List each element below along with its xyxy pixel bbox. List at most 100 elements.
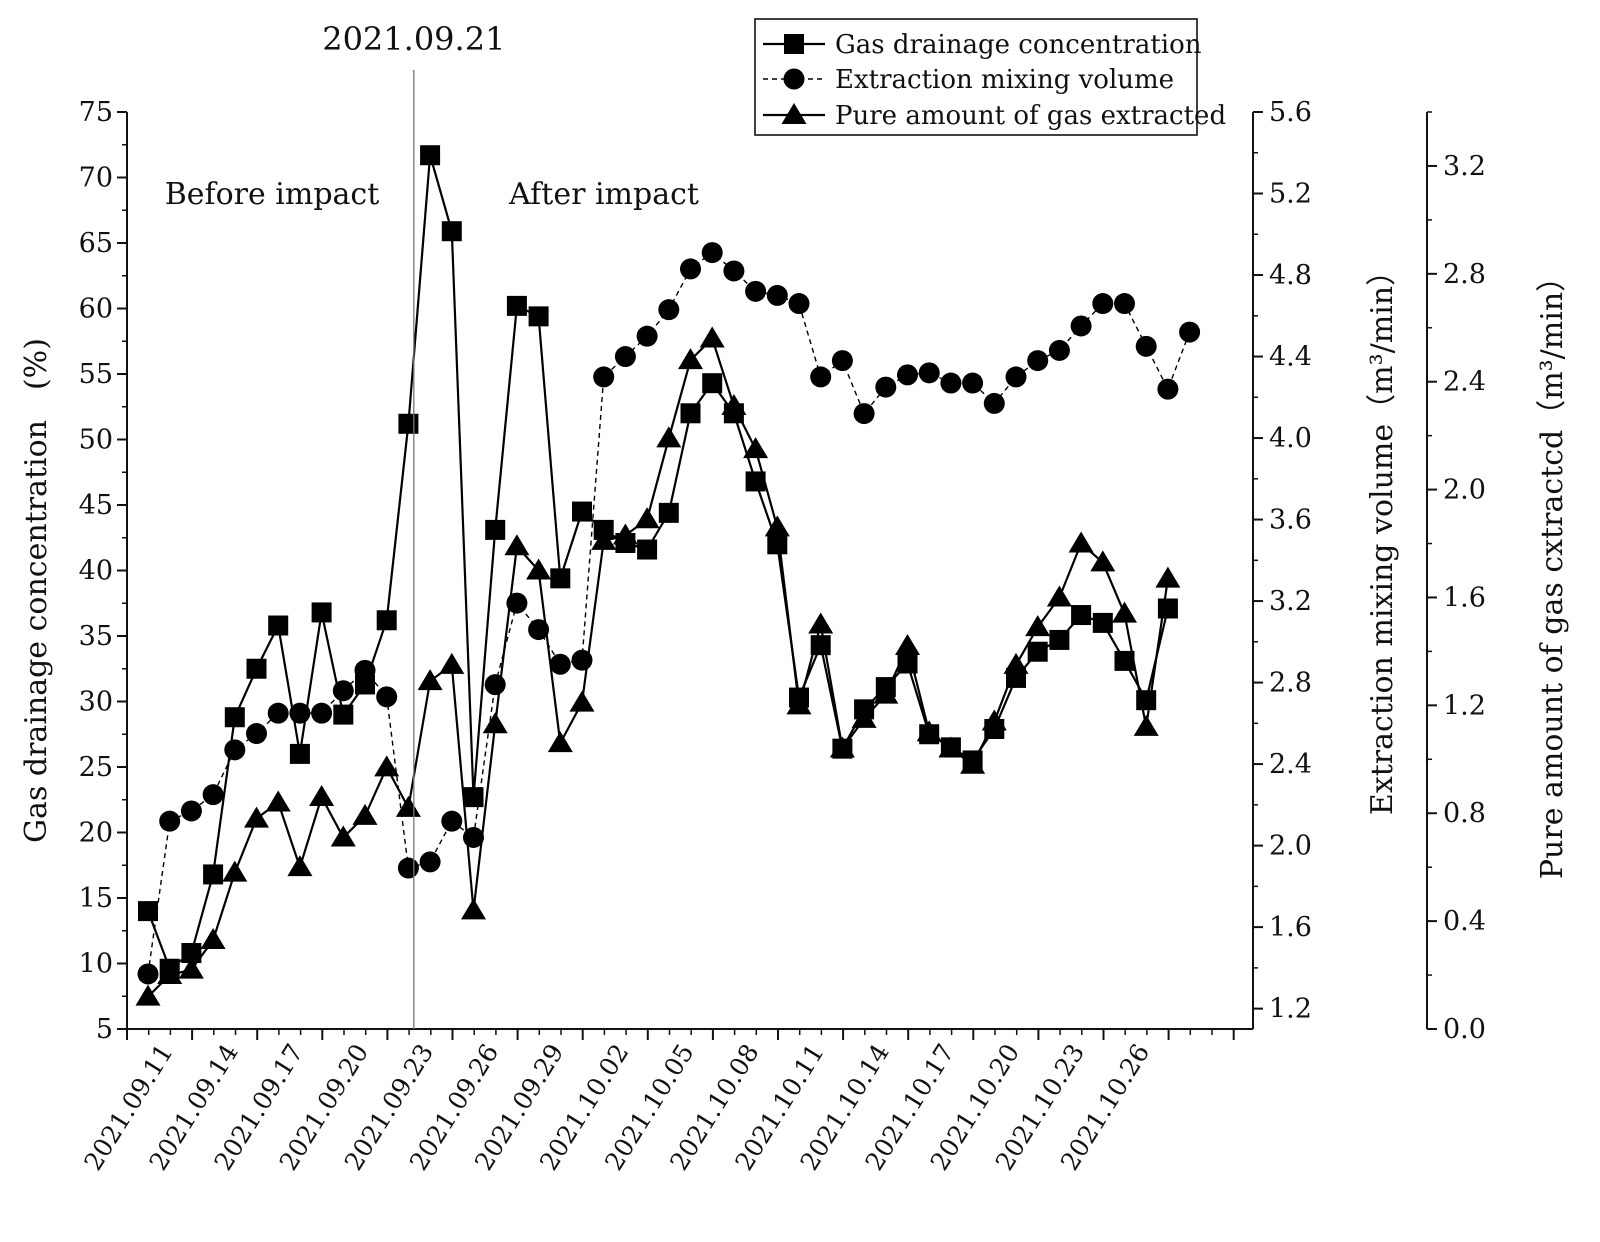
data-point-pure-amount [1090, 550, 1116, 572]
data-point-concentration [897, 653, 918, 674]
data-point-pure-amount [808, 612, 834, 634]
legend-label-mixing-volume: Extraction mixing volume [835, 65, 1174, 95]
right1-axis-tick-label: 1.6 [1269, 912, 1312, 943]
data-point-pure-amount [482, 712, 508, 734]
data-point-concentration [138, 901, 158, 922]
right1-axis-tick-label: 2.8 [1269, 668, 1312, 699]
data-point-mixing-volume [1114, 293, 1135, 315]
data-point-mixing-volume [962, 372, 984, 394]
left-axis-title: Gas drainage concentration (%) [19, 338, 54, 843]
data-point-pure-amount [1133, 714, 1159, 736]
left-axis-tick-label: 25 [79, 752, 113, 783]
data-point-concentration [203, 864, 224, 885]
data-point-mixing-volume [723, 260, 745, 282]
left-axis-tick-label: 75 [79, 97, 113, 128]
data-point-concentration [398, 413, 419, 434]
data-point-pure-amount [1155, 566, 1181, 588]
data-point-concentration [658, 502, 679, 523]
data-point-mixing-volume [397, 857, 419, 879]
data-point-pure-amount [634, 507, 660, 529]
left-axis-tick-label: 70 [79, 163, 113, 194]
data-point-pure-amount [699, 326, 725, 348]
right2-axis-tick-label: 0.0 [1443, 1014, 1486, 1045]
data-point-mixing-volume [137, 963, 159, 985]
data-point-concentration [333, 704, 354, 725]
right2-axis-tick-label: 2.4 [1443, 367, 1486, 398]
data-point-mixing-volume [593, 366, 615, 388]
data-point-concentration [593, 519, 614, 540]
data-point-pure-amount [374, 755, 400, 777]
data-point-concentration [506, 295, 527, 316]
data-point-pure-amount [265, 790, 291, 812]
legend-label-pure-amount: Pure amount of gas extracted [835, 101, 1226, 131]
right1-axis-tick-label: 2.0 [1269, 831, 1312, 862]
data-point-pure-amount [1068, 531, 1094, 553]
data-point-mixing-volume [463, 826, 484, 848]
right1-axis-tick-label: 4.4 [1269, 342, 1312, 373]
data-point-mixing-volume [918, 362, 940, 384]
data-point-mixing-volume [528, 619, 550, 641]
data-point-pure-amount [395, 795, 421, 817]
data-point-mixing-volume [267, 702, 289, 724]
data-point-mixing-volume [159, 810, 181, 832]
left-axis-tick-label: 50 [79, 425, 113, 456]
data-point-concentration [268, 615, 289, 636]
data-point-pure-amount [895, 634, 920, 656]
legend-box [754, 18, 1198, 136]
data-point-pure-amount [569, 690, 595, 712]
data-point-pure-amount [287, 855, 313, 877]
left-axis-tick-label: 30 [79, 687, 113, 718]
data-point-mixing-volume [202, 784, 224, 806]
data-point-mixing-volume [680, 258, 701, 280]
data-point-mixing-volume [441, 810, 463, 832]
data-point-mixing-volume [788, 293, 810, 315]
right2-axis-tick-label: 1.2 [1443, 690, 1486, 721]
data-point-mixing-volume [831, 350, 853, 372]
data-point-pure-amount [178, 957, 204, 979]
right2-axis-tick-label: 0.8 [1443, 798, 1486, 829]
data-point-pure-amount [547, 731, 573, 753]
data-point-concentration [1049, 629, 1070, 650]
data-point-pure-amount [222, 860, 248, 882]
data-point-mixing-volume [701, 242, 723, 264]
data-point-mixing-volume [853, 403, 875, 425]
data-point-pure-amount [352, 803, 378, 825]
data-point-mixing-volume [484, 674, 506, 696]
data-point-concentration [1136, 690, 1157, 711]
data-point-concentration [289, 743, 310, 764]
right1-axis-tick-label: 3.6 [1269, 505, 1312, 536]
data-point-mixing-volume [766, 284, 788, 306]
data-point-concentration [637, 539, 658, 560]
legend-label-concentration: Gas drainage concentration [835, 30, 1202, 60]
data-point-pure-amount [1112, 601, 1137, 623]
data-point-pure-amount [439, 652, 465, 674]
data-point-mixing-volume [745, 280, 767, 302]
data-point-concentration [723, 403, 744, 424]
data-point-pure-amount [764, 515, 790, 537]
data-point-concentration [246, 658, 267, 679]
left-axis-tick-label: 15 [79, 883, 113, 914]
left-axis-tick-label: 65 [79, 228, 113, 259]
after-impact-label: After impact [508, 177, 699, 212]
right1-axis-tick-label: 5.2 [1269, 179, 1312, 210]
legend-marker-concentration [784, 34, 804, 54]
right1-axis-tick-label: 4.0 [1269, 423, 1312, 454]
right2-axis-tick-label: 1.6 [1443, 582, 1486, 613]
data-point-concentration [919, 724, 940, 745]
data-point-mixing-volume [1005, 366, 1027, 388]
data-point-mixing-volume [1179, 321, 1201, 343]
left-axis-tick-label: 55 [79, 359, 113, 390]
legend-marker-mixing-volume [783, 68, 805, 90]
data-point-concentration [789, 687, 809, 708]
right1-axis-tick-label: 3.2 [1269, 586, 1312, 617]
data-point-pure-amount [330, 825, 356, 847]
data-point-mixing-volume [506, 592, 528, 614]
data-point-concentration [355, 674, 375, 695]
axes-layer: 5 10 15 20 25 30 35 40 45 50 55 60 65 70 75 1.2 1.6 2.0 2.… [19, 97, 1570, 1176]
data-point-mixing-volume [376, 686, 398, 708]
data-point-mixing-volume [549, 653, 571, 675]
right1-axis-tick-label: 2.4 [1269, 749, 1312, 780]
data-point-mixing-volume [658, 299, 680, 321]
data-point-concentration [940, 737, 961, 758]
